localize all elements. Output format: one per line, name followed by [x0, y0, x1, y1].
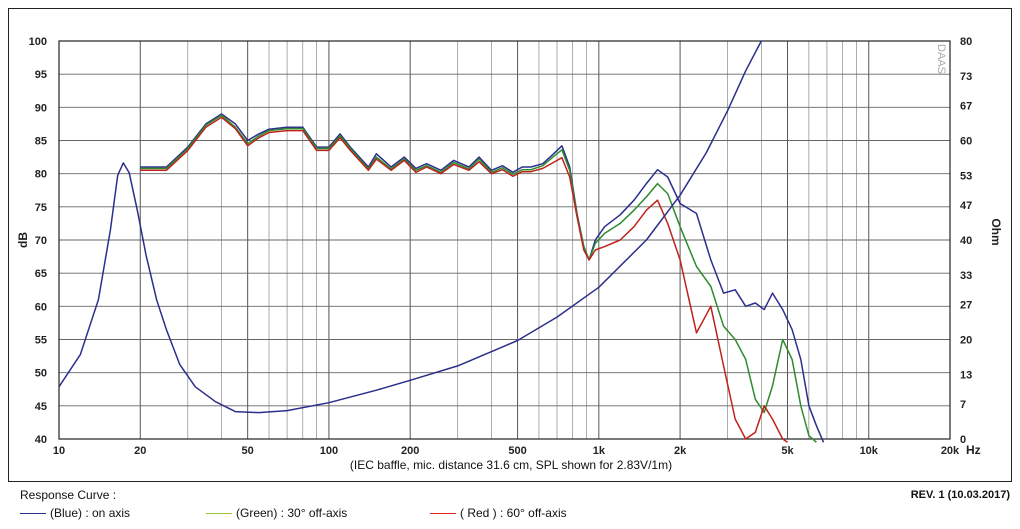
y-right-tick-label: 53: [960, 170, 972, 182]
y-left-tick-label: 40: [35, 434, 47, 446]
legend-item-blue: (Blue) : on axis: [20, 506, 130, 520]
y-right-tick-label: 20: [960, 335, 972, 347]
y-left-tick-label: 60: [35, 301, 47, 313]
x-tick-label: 200: [401, 445, 419, 457]
x-tick-label: 20k: [941, 445, 960, 457]
x-tick-label: 50: [242, 445, 254, 457]
series-line-0: [140, 113, 825, 443]
y-right-tick-label: 73: [960, 71, 972, 83]
y-right-tick-label: 13: [960, 369, 972, 381]
chart-frame: 10 20 50 100 200 500 1k 2k 5k 10k 20k 40 45 50 55 60 65…: [8, 8, 1012, 482]
y-left-tick-label: 45: [35, 401, 47, 413]
legend-item-red: ( Red ) : 60° off-axis: [430, 506, 567, 520]
y-right-tick-label: 40: [960, 235, 972, 247]
y-left-axis-title: dB: [16, 232, 30, 248]
legend-item-green: (Green) : 30° off-axis: [206, 506, 347, 520]
x-tick-label: 5k: [781, 445, 794, 457]
x-axis-caption: (IEC baffle, mic. distance 31.6 cm, SPL …: [350, 458, 672, 472]
x-tick-labels: 10 20 50 100 200 500 1k 2k 5k 10k 20k: [53, 445, 960, 457]
y-right-tick-label: 60: [960, 136, 972, 148]
y-left-tick-label: 50: [35, 368, 47, 380]
y-right-tick-labels: 0 7 13 20 27 33 40 47 53 60 67 73 80: [960, 36, 972, 446]
y-left-tick-label: 95: [35, 69, 47, 81]
x-tick-label: 10k: [860, 445, 879, 457]
legend: Response Curve : (Blue) : on axis (Green…: [20, 488, 567, 520]
y-left-tick-label: 65: [35, 268, 47, 280]
y-right-tick-label: 47: [960, 200, 972, 212]
legend-swatch-blue: [20, 512, 46, 514]
y-right-tick-label: 0: [960, 434, 966, 446]
grid: [58, 40, 951, 440]
frequency-response-chart: 10 20 50 100 200 500 1k 2k 5k 10k 20k 404550556065…: [16, 36, 1003, 472]
y-left-tick-label: 80: [35, 169, 47, 181]
y-right-tick-label: 7: [960, 399, 966, 411]
legend-label-red: ( Red ) : 60° off-axis: [460, 506, 567, 520]
series-line-2: [140, 116, 788, 443]
legend-label-blue: (Blue) : on axis: [50, 506, 131, 520]
series-line-3: [58, 40, 762, 414]
revision-label: REV. 1 (10.03.2017): [910, 489, 1010, 501]
y-left-tick-label: 55: [35, 335, 47, 347]
legend-label-green: (Green) : 30° off-axis: [236, 506, 348, 520]
x-tick-label: 2k: [674, 445, 687, 457]
x-tick-label: 10: [53, 445, 65, 457]
x-tick-label: 500: [508, 445, 526, 457]
y-left-tick-labels: 40 45 50 55 60 65 70 75 80 85 90 95 100: [29, 36, 47, 446]
y-right-tick-label: 33: [960, 270, 972, 282]
y-left-tick-label: 100: [29, 36, 47, 48]
x-tick-label: 1k: [593, 445, 606, 457]
x-tick-label: 20: [134, 445, 146, 457]
watermark-daas: DAAS: [935, 44, 947, 74]
series-line-1: [140, 114, 817, 443]
plot-area-border: [58, 40, 951, 440]
y-left-tick-label: 85: [35, 136, 47, 148]
y-right-tick-label: 67: [960, 101, 972, 113]
y-left-tick-label: 75: [35, 202, 47, 214]
legend-swatch-red: [430, 512, 456, 514]
legend-title: Response Curve :: [20, 488, 117, 502]
y-right-tick-label: 27: [960, 300, 972, 312]
y-left-tick-label: 90: [35, 102, 47, 114]
y-right-tick-label: 80: [960, 36, 972, 48]
y-right-axis-title: Ohm: [989, 218, 1003, 245]
legend-swatch-green: [206, 512, 232, 514]
y-left-tick-label: 70: [35, 235, 47, 247]
x-unit-label: Hz: [966, 443, 981, 457]
curves: [58, 40, 825, 443]
x-tick-label: 100: [320, 445, 338, 457]
